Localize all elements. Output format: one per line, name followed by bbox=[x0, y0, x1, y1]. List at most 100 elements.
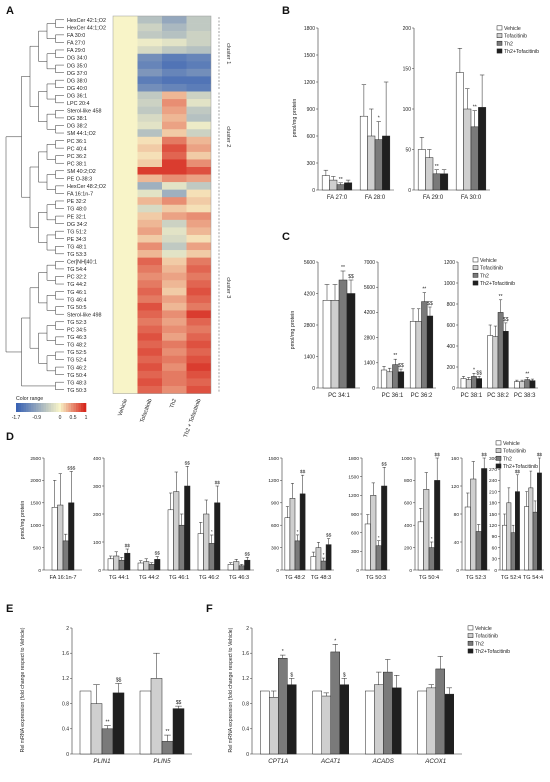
heatmap-row-label: TG 50:4 bbox=[67, 373, 86, 379]
bar bbox=[173, 491, 180, 571]
heatmap-cell bbox=[186, 280, 211, 289]
y-tick-label: 0.4 bbox=[62, 727, 69, 733]
bar bbox=[167, 509, 174, 571]
y-tick-label: 1400 bbox=[364, 361, 375, 367]
heatmap-cell bbox=[162, 182, 187, 190]
y-tick-label: 0 bbox=[456, 568, 459, 574]
heatmap-cell bbox=[186, 212, 211, 221]
heatmap-row-label: PC 34:5 bbox=[67, 328, 86, 334]
significance-mark: ** bbox=[106, 720, 110, 726]
bar bbox=[375, 545, 382, 571]
heatmap-cell bbox=[113, 61, 138, 70]
bar bbox=[299, 493, 306, 571]
heatmap-cell bbox=[186, 38, 211, 47]
y-tick-label: 400 bbox=[404, 523, 412, 529]
cluster-label: cluster 2 bbox=[225, 126, 231, 147]
heatmap-cell bbox=[162, 227, 187, 236]
bar bbox=[374, 684, 384, 755]
significance-mark: $$ bbox=[435, 452, 441, 458]
y-tick-label: 800 bbox=[447, 302, 456, 308]
y-tick-label: 4200 bbox=[304, 291, 315, 297]
y-tick-label: 150 bbox=[403, 66, 412, 72]
significance-mark: $$ bbox=[116, 677, 122, 683]
heatmap-cell bbox=[186, 257, 211, 266]
y-tick-label: 1.2 bbox=[242, 676, 249, 682]
legend-swatch bbox=[472, 280, 479, 286]
heatmap-row-label: TG 50:5 bbox=[67, 305, 86, 311]
bar bbox=[289, 498, 296, 571]
heatmap-cell bbox=[162, 53, 187, 62]
heatmap-cell bbox=[113, 370, 138, 379]
heatmap-cell bbox=[186, 182, 211, 190]
bar bbox=[510, 532, 516, 571]
heatmap-cell bbox=[113, 348, 138, 357]
heatmap-cell bbox=[186, 167, 211, 175]
color-range-swatch bbox=[78, 403, 82, 412]
category-label: TG 46:3 bbox=[229, 575, 249, 581]
legend-label: Vehicle bbox=[475, 626, 492, 632]
heatmap-cell bbox=[113, 227, 138, 236]
color-range-swatch bbox=[61, 403, 64, 412]
heatmap-cell bbox=[113, 265, 138, 273]
significance-mark: $ bbox=[290, 672, 293, 678]
legend-label: Th2+Tofacitinib bbox=[480, 281, 515, 287]
y-tick-label: 0.8 bbox=[62, 701, 69, 707]
heatmap-cell bbox=[137, 136, 162, 145]
heatmap-cell bbox=[113, 106, 138, 115]
heatmap-cell bbox=[186, 340, 211, 349]
heatmap-row-label: TG 51:2 bbox=[67, 229, 86, 235]
y-tick-label: 2800 bbox=[304, 323, 315, 329]
heatmap-cell bbox=[186, 272, 211, 281]
heatmap-cell bbox=[162, 174, 187, 183]
heatmap-cell bbox=[162, 151, 187, 160]
significance-mark: $$ bbox=[382, 461, 388, 467]
y-tick-label: 500 bbox=[33, 545, 41, 551]
bar bbox=[321, 695, 331, 755]
heatmap-cell bbox=[113, 257, 138, 266]
y-tick-label: 1800 bbox=[304, 26, 315, 32]
bar bbox=[432, 173, 441, 191]
heatmap-cell bbox=[113, 355, 138, 364]
legend-label: Tofacitinib bbox=[480, 266, 503, 272]
bar bbox=[492, 336, 499, 389]
bar bbox=[537, 472, 542, 571]
heatmap-cell bbox=[162, 250, 187, 258]
y-axis-label: pmol/mg protein bbox=[20, 501, 26, 540]
significance-mark: ** bbox=[339, 177, 343, 183]
heatmap-cell bbox=[137, 302, 162, 311]
heatmap-row-label: Sterol-like 458 bbox=[67, 109, 101, 115]
category-label: PC 38:1 bbox=[460, 393, 482, 399]
heatmap-cell bbox=[137, 333, 162, 341]
heatmap-cell bbox=[162, 302, 187, 311]
heatmap-cell bbox=[113, 212, 138, 221]
y-tick-label: 300 bbox=[351, 549, 359, 555]
heatmap-row-label: DG 38:2 bbox=[67, 124, 87, 130]
y-tick-label: 600 bbox=[307, 134, 316, 140]
y-tick-label: 300 bbox=[489, 456, 497, 462]
heatmap-row-label: TG 46:1 bbox=[67, 290, 86, 296]
y-tick-label: 600 bbox=[447, 323, 456, 329]
heatmap-cell bbox=[162, 121, 187, 130]
category-label: TG 48:3 bbox=[311, 575, 331, 581]
heatmap-cell bbox=[113, 174, 138, 183]
bar bbox=[470, 478, 477, 571]
legend-label: Th2 bbox=[480, 273, 489, 279]
y-tick-label: 0 bbox=[38, 568, 41, 574]
heatmap-cell bbox=[137, 91, 162, 100]
category-label: FA 29:0 bbox=[423, 195, 444, 201]
heatmap-cell bbox=[113, 83, 138, 92]
heatmap-cell bbox=[162, 219, 187, 228]
y-tick-label: 0 bbox=[494, 568, 497, 574]
heatmap-cell bbox=[113, 197, 138, 206]
heatmap-cell bbox=[186, 204, 211, 213]
heatmap-cell bbox=[186, 31, 211, 39]
bar-subplot: 0 40 80 120 160 $$ TG 52:3 bbox=[451, 452, 490, 581]
color-range-tick: 0.5 bbox=[70, 415, 77, 421]
bar bbox=[364, 523, 371, 571]
bar bbox=[139, 690, 152, 755]
heatmap-cell bbox=[137, 159, 162, 168]
y-tick-label: 1000 bbox=[401, 456, 412, 462]
bar bbox=[435, 668, 445, 755]
heatmap-cell bbox=[162, 310, 187, 319]
heatmap-row-label: TG 44:2 bbox=[67, 282, 86, 288]
